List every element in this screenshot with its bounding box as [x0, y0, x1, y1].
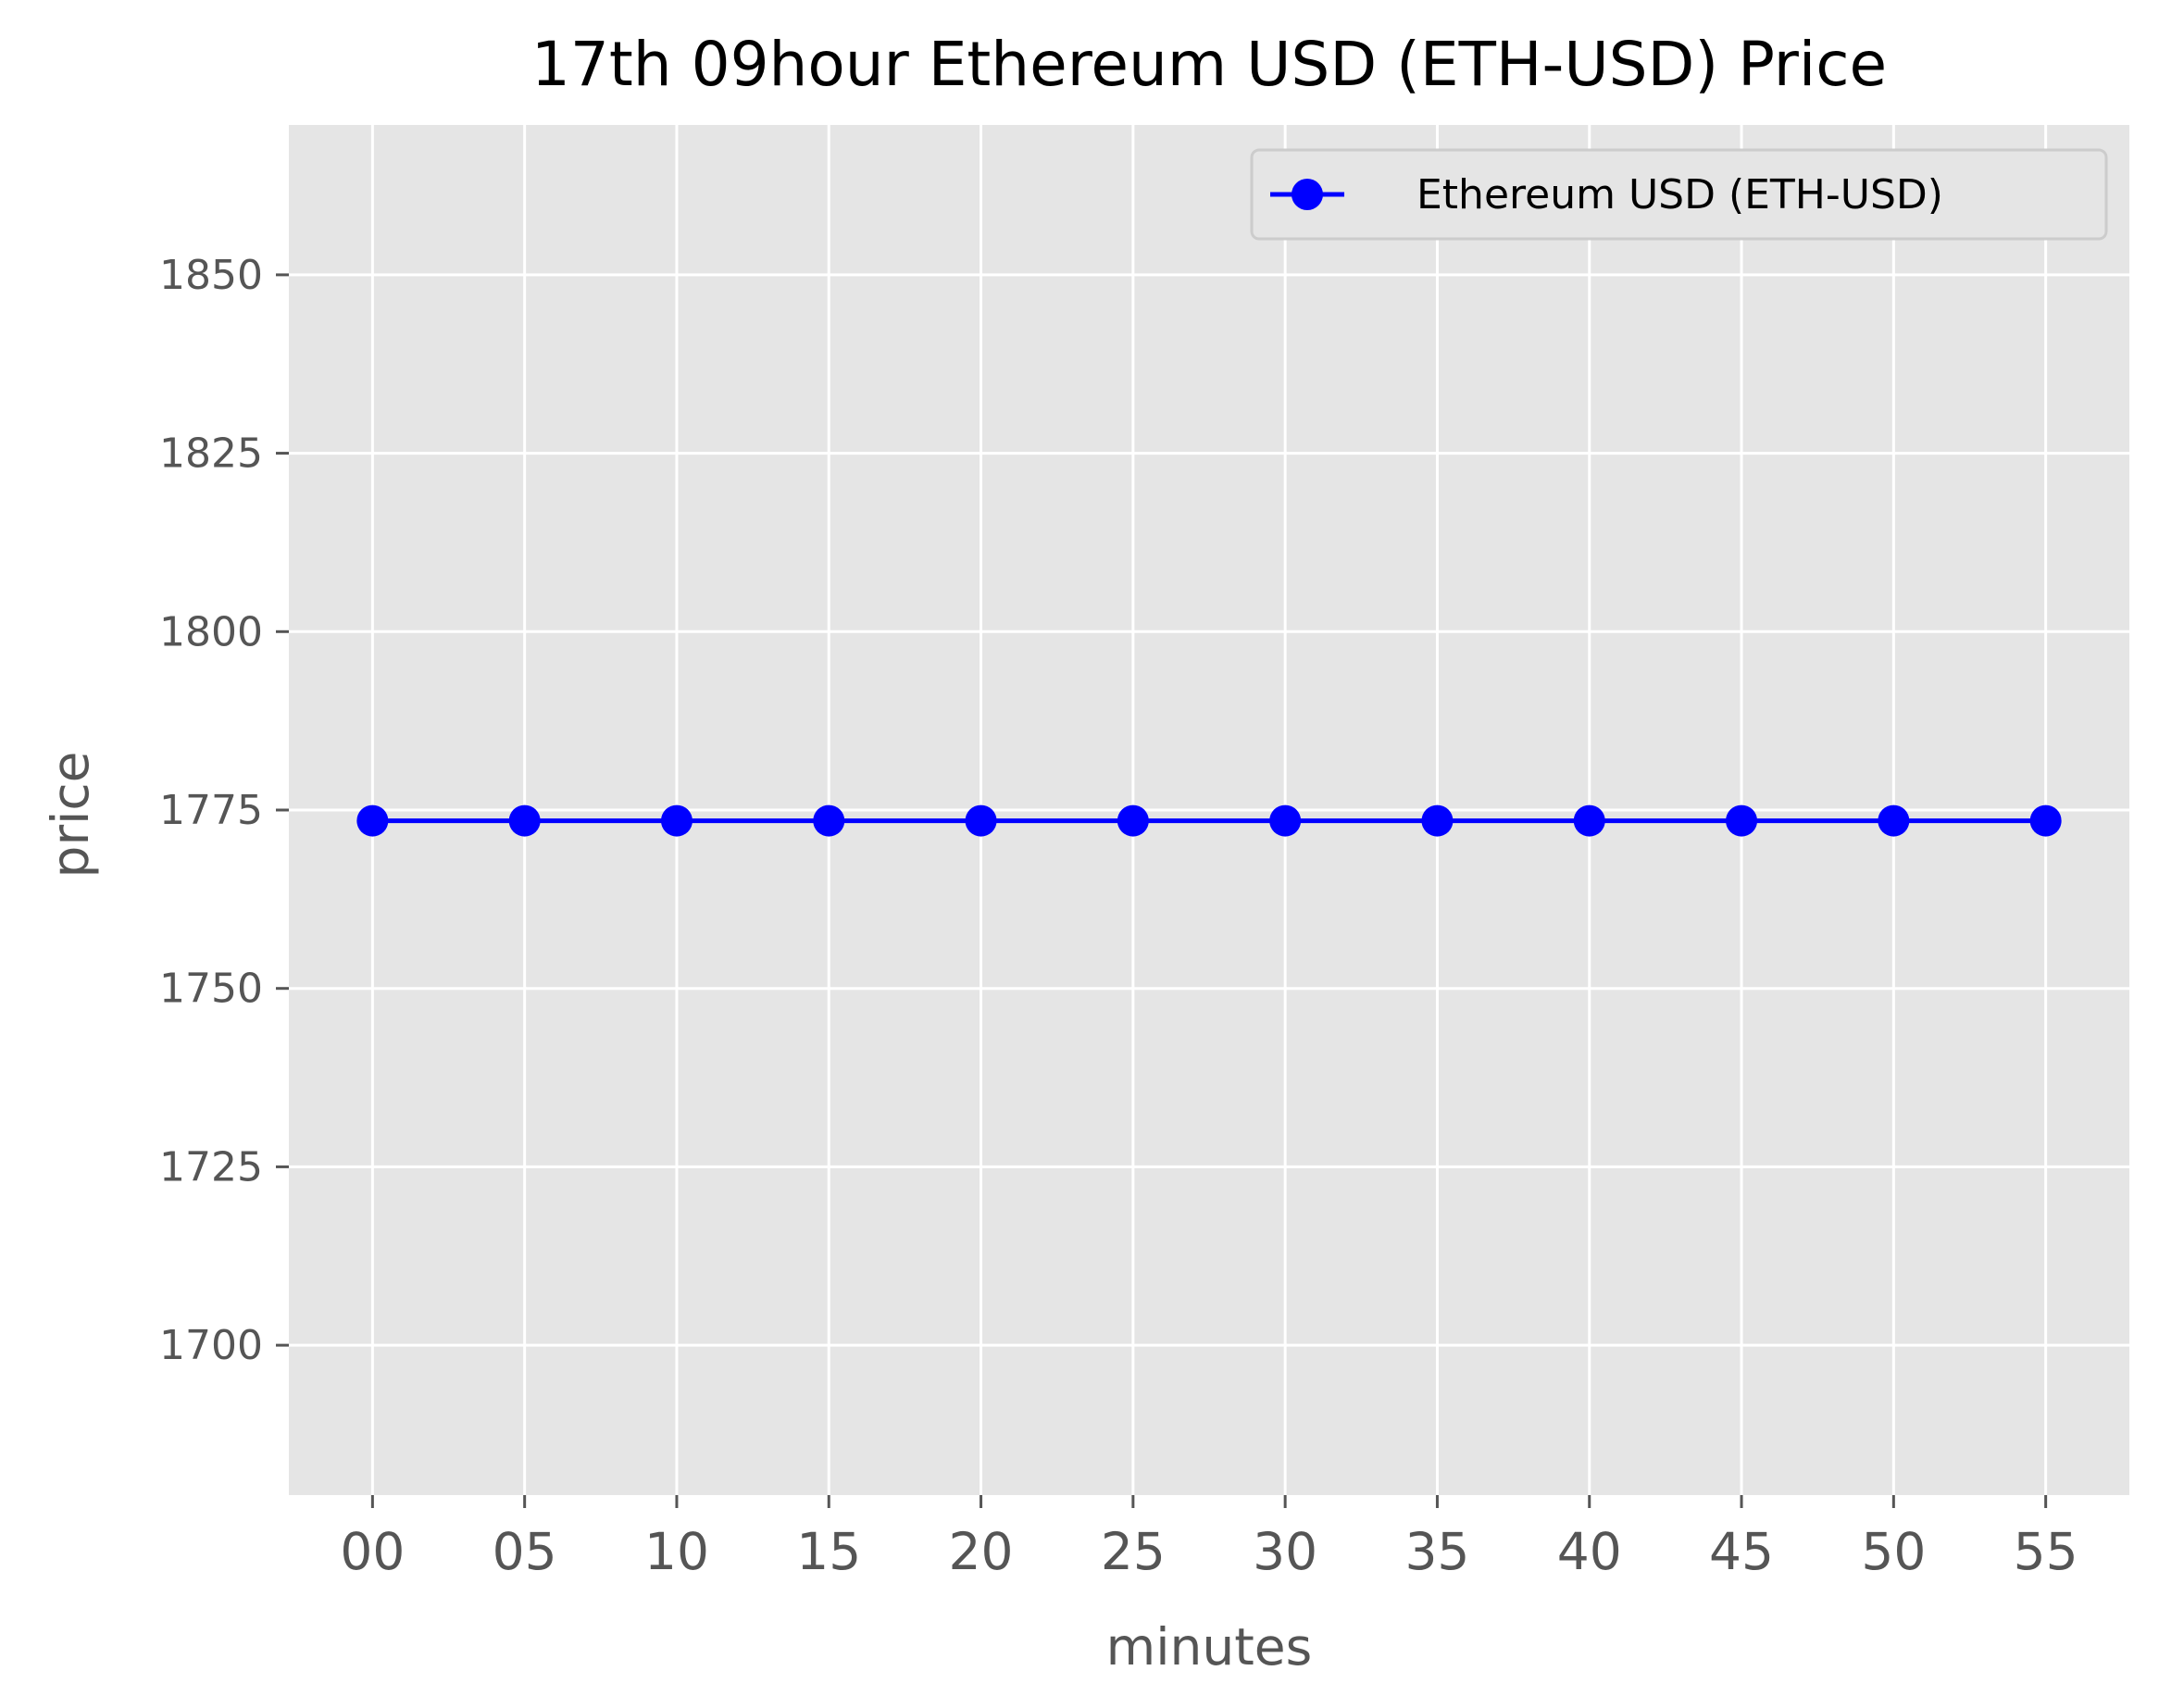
data-point: [1421, 804, 1454, 837]
x-tick-label: 25: [1101, 1522, 1166, 1581]
x-axis-ticks: 00 05 10 15 20 25 30 35 40 45 50 55: [340, 1495, 2078, 1581]
y-tick-label: 1775: [159, 787, 263, 834]
x-tick-label: 30: [1253, 1522, 1317, 1581]
y-tick-label: 1800: [159, 608, 263, 655]
series-layer: [356, 804, 2062, 837]
data-point: [356, 804, 389, 837]
x-tick-label: 50: [1861, 1522, 1926, 1581]
y-axis-label: price: [41, 752, 100, 879]
x-axis-label: minutes: [1106, 1617, 1313, 1677]
data-point: [813, 804, 845, 837]
x-tick-label: 45: [1709, 1522, 1774, 1581]
legend-marker-swatch: [1292, 179, 1323, 210]
x-tick-label: 20: [949, 1522, 1014, 1581]
legend-entry-label: Ethereum USD (ETH-USD): [1416, 171, 1943, 218]
data-point: [1269, 804, 1302, 837]
data-point: [1117, 804, 1149, 837]
data-point: [508, 804, 541, 837]
legend-box: [1250, 148, 2108, 241]
x-tick-label: 40: [1557, 1522, 1622, 1581]
legend: Ethereum USD (ETH-USD): [1250, 148, 2108, 241]
y-tick-label: 1725: [159, 1143, 263, 1191]
data-point: [660, 804, 693, 837]
y-axis-ticks: 1700 1725 1750 1775 1800 1825 1850: [159, 252, 289, 1369]
y-tick-label: 1750: [159, 966, 263, 1013]
data-point: [2029, 804, 2062, 837]
chart-title: 17th 09hour Ethereum USD (ETH-USD) Price: [531, 29, 1887, 100]
x-tick-label: 00: [340, 1522, 405, 1581]
x-tick-label: 10: [644, 1522, 709, 1581]
x-tick-label: 55: [2014, 1522, 2078, 1581]
x-tick-label: 15: [796, 1522, 861, 1581]
data-point: [1878, 804, 1910, 837]
x-tick-label: 35: [1404, 1522, 1469, 1581]
data-point: [965, 804, 997, 837]
x-tick-label: 05: [493, 1522, 557, 1581]
data-point: [1573, 804, 1605, 837]
y-tick-label: 1850: [159, 252, 263, 299]
y-tick-label: 1700: [159, 1322, 263, 1369]
data-point: [1726, 804, 1758, 837]
y-tick-label: 1825: [159, 430, 263, 478]
